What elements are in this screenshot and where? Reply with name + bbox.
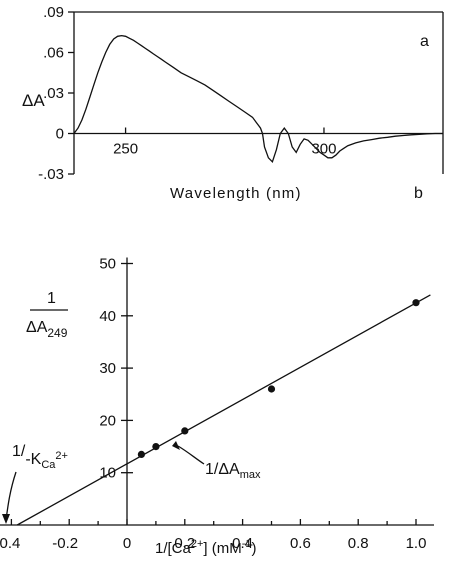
panel-b-y-tick-label: 20: [99, 412, 116, 429]
panel-b-x-tick-label: 0.8: [348, 535, 369, 552]
panel-b-data-point: [152, 443, 160, 451]
panel-b-fit-line: [16, 294, 431, 526]
panel-a-x-label: Wavelength (nm): [170, 185, 302, 202]
annotation-dmax-label: 1/ΔAmax: [205, 461, 261, 481]
panel-b-x-tick-label: 1.0: [406, 535, 427, 552]
annotation-kca-arrowhead: [2, 514, 10, 524]
panel-b-x-tick-label: 0.6: [290, 535, 311, 552]
panel-b-data-point: [267, 385, 276, 393]
panel-b-letter: b: [414, 185, 423, 202]
panel-b-x-tick-label: 0: [123, 535, 131, 552]
annotation-kca-arrow: [5, 471, 17, 521]
panel-b-x-tick-label: -0.2: [52, 535, 78, 552]
panel-a-x-tick-label: 250: [113, 141, 138, 158]
panel-a-y-tick-label: .03: [43, 85, 64, 102]
annotation-kca-label: 1/-KCa2+: [12, 443, 68, 471]
panel-b-x-tick-label: -0.4: [0, 535, 20, 552]
panel-a-y-tick-label: -.03: [38, 166, 64, 183]
panel-b-y-label-numerator: 1: [47, 290, 56, 307]
panel-b-x-tick-label: 0.2: [174, 535, 195, 552]
panel-b-y-tick-label: 30: [99, 360, 116, 377]
annotation-dmax-arrow: [177, 445, 205, 465]
panel-b-x-tick-label: 0.4: [232, 535, 253, 552]
panel-b-y-label-denominator: ΔA249: [26, 319, 68, 340]
panel-a-x-tick-label: 300: [311, 141, 336, 158]
annotation-dmax-arrowhead: [172, 441, 180, 450]
panel-a-y-tick-label: .06: [43, 45, 64, 62]
panel-b-data-point: [412, 299, 420, 307]
panel-a-y-tick-label: 0: [56, 126, 64, 143]
panel-b-x-label: 1/[Ca2+] (mM-1): [155, 538, 257, 557]
panel-b-y-tick-label: 50: [99, 256, 116, 273]
panel-a-chart: .09 .06 .03 0 -.03 250 300 ΔA a Wavelength (n…: [22, 4, 444, 202]
panel-b-data-point: [181, 427, 189, 435]
panel-b-y-tick-label: 10: [99, 465, 116, 482]
panel-a-series-line: [73, 34, 443, 164]
panel-a-y-tick-label: .09: [43, 4, 64, 21]
panel-b-y-tick-label: 40: [99, 308, 116, 325]
panel-b-data-point: [137, 450, 145, 458]
panel-b-chart: 10 20 30 40 50 -0.4 -0.2 0 0.2 0.4 0.6 0.8 1.0 1 ΔA…: [0, 256, 434, 557]
panel-a-y-label: ΔA: [22, 91, 45, 110]
panel-a-letter: a: [420, 33, 429, 50]
